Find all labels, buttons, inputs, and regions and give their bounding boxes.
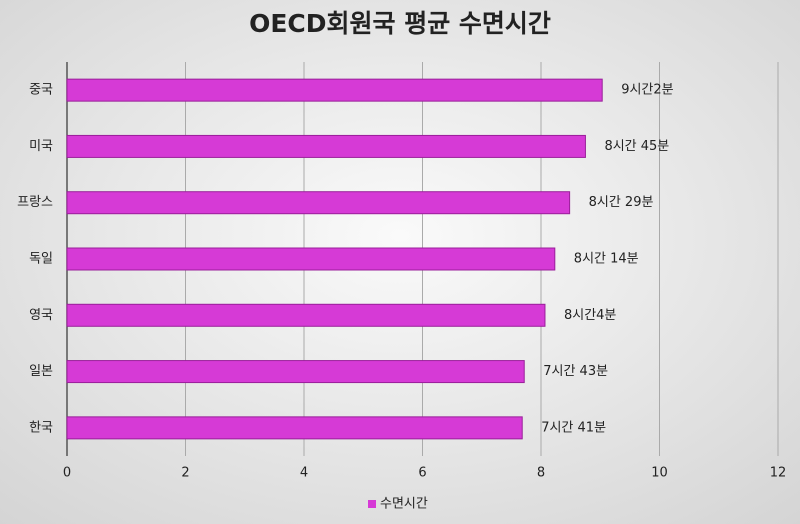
legend-swatch	[368, 500, 376, 508]
legend-label: 수면시간	[380, 497, 428, 512]
x-tick-label: 4	[300, 466, 308, 481]
y-tick-label: 프랑스	[17, 195, 53, 210]
x-tick-label: 8	[537, 466, 545, 481]
chart-title: OECD회원국 평균 수면시간	[249, 9, 551, 38]
x-tick-label: 2	[181, 466, 189, 481]
x-tick-label: 6	[418, 466, 426, 481]
value-label: 8시간 45분	[604, 139, 669, 154]
value-label: 8시간 14분	[574, 252, 639, 267]
y-tick-label: 한국	[29, 420, 53, 435]
value-label: 7시간 41분	[541, 420, 606, 435]
value-label: 8시간4분	[564, 308, 616, 323]
bar	[66, 78, 603, 102]
x-tick-label: 0	[63, 466, 71, 481]
y-tick-label: 영국	[29, 308, 53, 323]
y-tick-label: 일본	[29, 364, 53, 379]
bar	[66, 303, 546, 327]
value-label: 8시간 29분	[589, 195, 654, 210]
bar	[66, 416, 523, 440]
bar	[66, 360, 525, 384]
y-tick-label: 중국	[29, 83, 53, 98]
y-tick-label: 미국	[29, 139, 53, 154]
y-tick-label: 독일	[29, 252, 53, 267]
x-tick-label: 12	[770, 466, 787, 481]
bar	[66, 191, 571, 215]
value-label: 7시간 43분	[543, 364, 608, 379]
bar	[66, 247, 556, 271]
x-tick-label: 10	[651, 466, 668, 481]
bar	[66, 134, 586, 158]
value-label: 9시간2분	[621, 83, 673, 98]
